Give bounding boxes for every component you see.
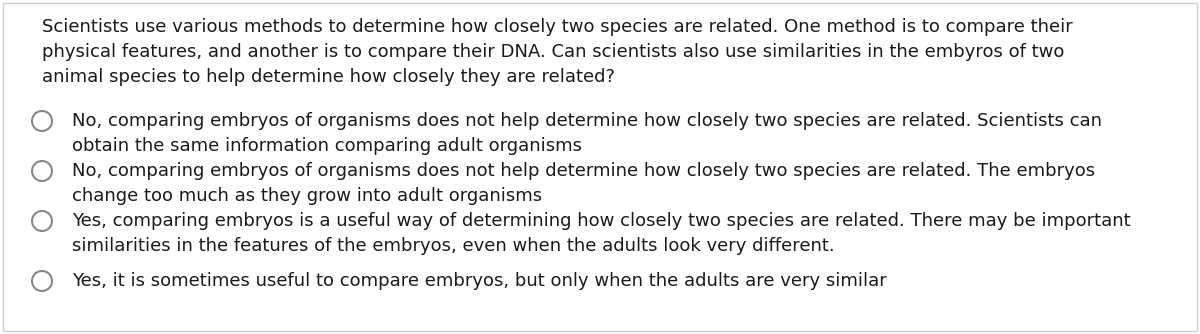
Text: Scientists use various methods to determine how closely two species are related.: Scientists use various methods to determ… [42, 18, 1073, 86]
FancyBboxPatch shape [2, 3, 1198, 331]
Text: No, comparing embryos of organisms does not help determine how closely two speci: No, comparing embryos of organisms does … [72, 112, 1102, 155]
Ellipse shape [32, 111, 52, 131]
Ellipse shape [32, 161, 52, 181]
Text: Yes, comparing embryos is a useful way of determining how closely two species ar: Yes, comparing embryos is a useful way o… [72, 212, 1130, 255]
Text: Yes, it is sometimes useful to compare embryos, but only when the adults are ver: Yes, it is sometimes useful to compare e… [72, 272, 887, 290]
Ellipse shape [32, 211, 52, 231]
Text: No, comparing embryos of organisms does not help determine how closely two speci: No, comparing embryos of organisms does … [72, 162, 1096, 205]
Ellipse shape [32, 271, 52, 291]
